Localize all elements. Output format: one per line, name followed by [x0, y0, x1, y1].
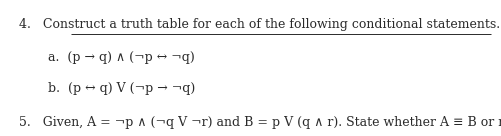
- Text: 5.   Given, A = ¬p ∧ (¬q V ¬r) and B = p V (q ∧ r). State whether A ≡ B or not.: 5. Given, A = ¬p ∧ (¬q V ¬r) and B = p V…: [19, 116, 501, 129]
- Text: 4.   Construct a truth table for each of the following conditional statements.: 4. Construct a truth table for each of t…: [19, 18, 499, 31]
- Text: b.  (p ↔ q) V (¬p → ¬q): b. (p ↔ q) V (¬p → ¬q): [48, 82, 194, 95]
- Text: a.  (p → q) ∧ (¬p ↔ ¬q): a. (p → q) ∧ (¬p ↔ ¬q): [48, 51, 194, 64]
